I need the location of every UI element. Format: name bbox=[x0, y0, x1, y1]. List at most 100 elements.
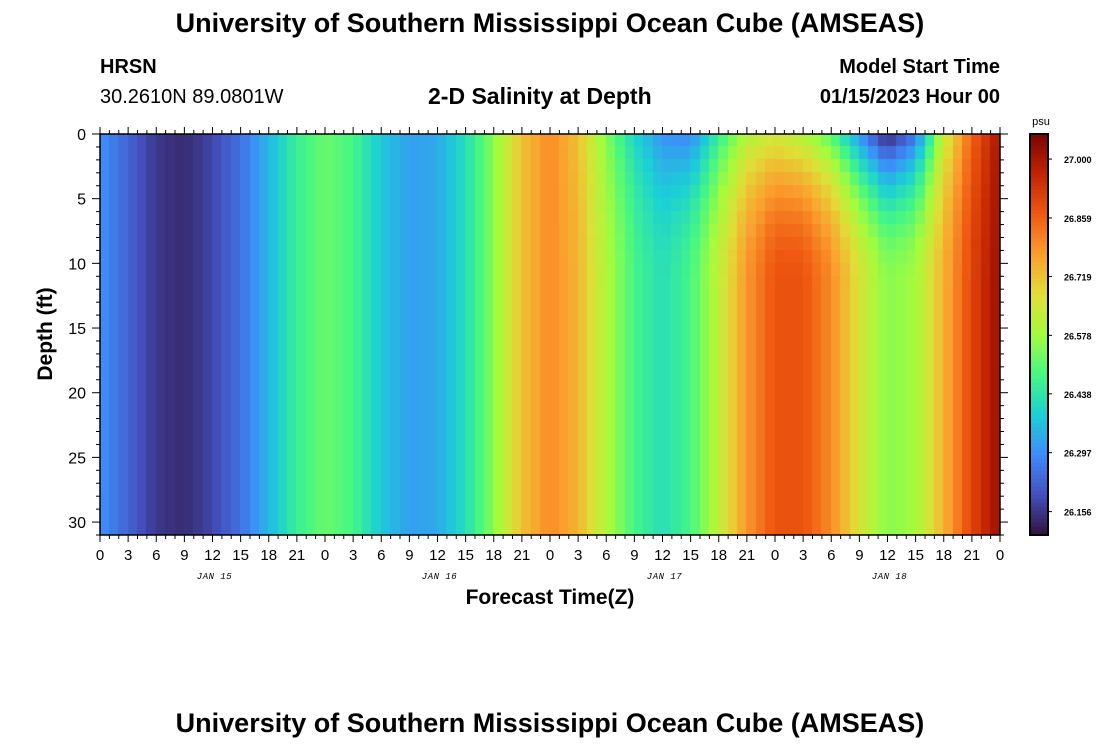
colorbar-segment bbox=[1030, 186, 1048, 191]
colorbar-segment bbox=[1030, 418, 1048, 424]
x-tick-label: 18 bbox=[485, 547, 502, 564]
page-title: University of Southern Mississippi Ocean… bbox=[175, 8, 925, 38]
colorbar-segment bbox=[1030, 462, 1048, 468]
x-tick-label: 21 bbox=[514, 547, 531, 564]
x-tick-label: 12 bbox=[204, 547, 221, 564]
footer-title: University of Southern Mississippi Ocean… bbox=[175, 708, 925, 738]
colorbar-segment bbox=[1030, 330, 1048, 336]
colorbar-segment bbox=[1030, 302, 1048, 308]
colorbar-segment bbox=[1030, 226, 1048, 231]
colorbar-segment bbox=[1030, 270, 1048, 275]
x-tick-label: 18 bbox=[935, 547, 952, 564]
colorbar-segment bbox=[1030, 338, 1048, 344]
colorbar-segment bbox=[1030, 162, 1048, 167]
day-label: JAN 18 bbox=[872, 572, 908, 582]
colorbar-segment bbox=[1030, 458, 1048, 464]
colorbar-segment bbox=[1030, 158, 1048, 163]
x-tick-label: 0 bbox=[996, 547, 1004, 564]
colorbar-segment bbox=[1030, 254, 1048, 259]
colorbar-segment bbox=[1030, 438, 1048, 444]
x-tick-label: 15 bbox=[907, 547, 924, 564]
colorbar-segment bbox=[1030, 322, 1048, 328]
colorbar-segment bbox=[1030, 258, 1048, 263]
colorbar-segment bbox=[1030, 382, 1048, 388]
colorbar-segment bbox=[1030, 282, 1048, 287]
colorbar-segment bbox=[1030, 434, 1048, 440]
colorbar-segment bbox=[1030, 178, 1048, 183]
colorbar-segment bbox=[1030, 234, 1048, 239]
colorbar-segment bbox=[1030, 390, 1048, 396]
x-tick-label: 0 bbox=[96, 547, 104, 564]
colorbar-segment bbox=[1030, 514, 1048, 520]
colorbar-segment bbox=[1030, 466, 1048, 472]
colorbar-segment bbox=[1030, 326, 1048, 332]
x-tick-label: 6 bbox=[152, 547, 160, 564]
colorbar-segment bbox=[1030, 166, 1048, 171]
colorbar-segment bbox=[1030, 378, 1048, 384]
colorbar-segment bbox=[1030, 250, 1048, 255]
x-tick-label: 12 bbox=[654, 547, 671, 564]
model-start-value: 01/15/2023 Hour 00 bbox=[819, 86, 1000, 108]
colorbar-tick-label: 26.719 bbox=[1064, 272, 1092, 282]
colorbar-segment bbox=[1030, 150, 1048, 155]
colorbar-segment bbox=[1030, 406, 1048, 412]
colorbar-segment bbox=[1030, 442, 1048, 448]
colorbar-segment bbox=[1030, 138, 1048, 143]
x-tick-label: 3 bbox=[799, 547, 807, 564]
day-label: JAN 15 bbox=[197, 572, 233, 582]
colorbar-segment bbox=[1030, 386, 1048, 392]
colorbar-segment bbox=[1030, 238, 1048, 243]
colorbar-segment bbox=[1030, 318, 1048, 324]
colorbar-tick-label: 26.156 bbox=[1064, 508, 1092, 518]
x-tick-label: 6 bbox=[827, 547, 835, 564]
x-tick-label: 3 bbox=[349, 547, 357, 564]
salinity-heatmap bbox=[100, 134, 1000, 535]
y-tick-label: 10 bbox=[68, 256, 86, 273]
colorbar-segment bbox=[1030, 474, 1048, 480]
colorbar-segment bbox=[1030, 502, 1048, 508]
colorbar-segment bbox=[1030, 314, 1048, 320]
colorbar-segment bbox=[1030, 362, 1048, 368]
colorbar-segment bbox=[1030, 510, 1048, 516]
y-tick-label: 20 bbox=[68, 386, 86, 403]
colorbar-segment bbox=[1030, 402, 1048, 408]
colorbar-segment bbox=[1030, 206, 1048, 211]
colorbar-segment bbox=[1030, 426, 1048, 432]
colorbar-segment bbox=[1030, 146, 1048, 151]
colorbar-tick-label: 27.000 bbox=[1064, 155, 1092, 165]
colorbar-segment bbox=[1030, 174, 1048, 179]
colorbar-segment bbox=[1030, 210, 1048, 215]
colorbar-segment bbox=[1030, 298, 1048, 304]
x-tick-label: 0 bbox=[321, 547, 329, 564]
x-tick-label: 6 bbox=[602, 547, 610, 564]
x-tick-label: 15 bbox=[232, 547, 249, 564]
colorbar-segment bbox=[1030, 478, 1048, 484]
colorbar-segment bbox=[1030, 506, 1048, 512]
x-tick-label: 12 bbox=[429, 547, 446, 564]
colorbar-tick-label: 26.859 bbox=[1064, 214, 1092, 224]
colorbar-segment bbox=[1030, 530, 1048, 536]
x-tick-label: 0 bbox=[546, 547, 554, 564]
colorbar-segment bbox=[1030, 274, 1048, 279]
colorbar-segment bbox=[1030, 346, 1048, 352]
colorbar-segment bbox=[1030, 202, 1048, 207]
colorbar-segment bbox=[1030, 486, 1048, 492]
colorbar-segment bbox=[1030, 358, 1048, 364]
colorbar-segment bbox=[1030, 190, 1048, 195]
colorbar-segment bbox=[1030, 294, 1048, 300]
colorbar-segment bbox=[1030, 374, 1048, 380]
colorbar-segment bbox=[1030, 490, 1048, 496]
colorbar-segment bbox=[1030, 342, 1048, 348]
colorbar-frame bbox=[1029, 133, 1049, 536]
colorbar-segment bbox=[1030, 262, 1048, 267]
model-start-label: Model Start Time bbox=[839, 56, 1000, 78]
x-tick-label: 3 bbox=[574, 547, 582, 564]
colorbar-segment bbox=[1030, 182, 1048, 187]
x-tick-label: 21 bbox=[289, 547, 306, 564]
x-tick-label: 9 bbox=[180, 547, 188, 564]
colorbar-segment bbox=[1030, 482, 1048, 488]
colorbar-segment bbox=[1030, 454, 1048, 460]
x-tick-label: 3 bbox=[124, 547, 132, 564]
colorbar-segment bbox=[1030, 522, 1048, 528]
